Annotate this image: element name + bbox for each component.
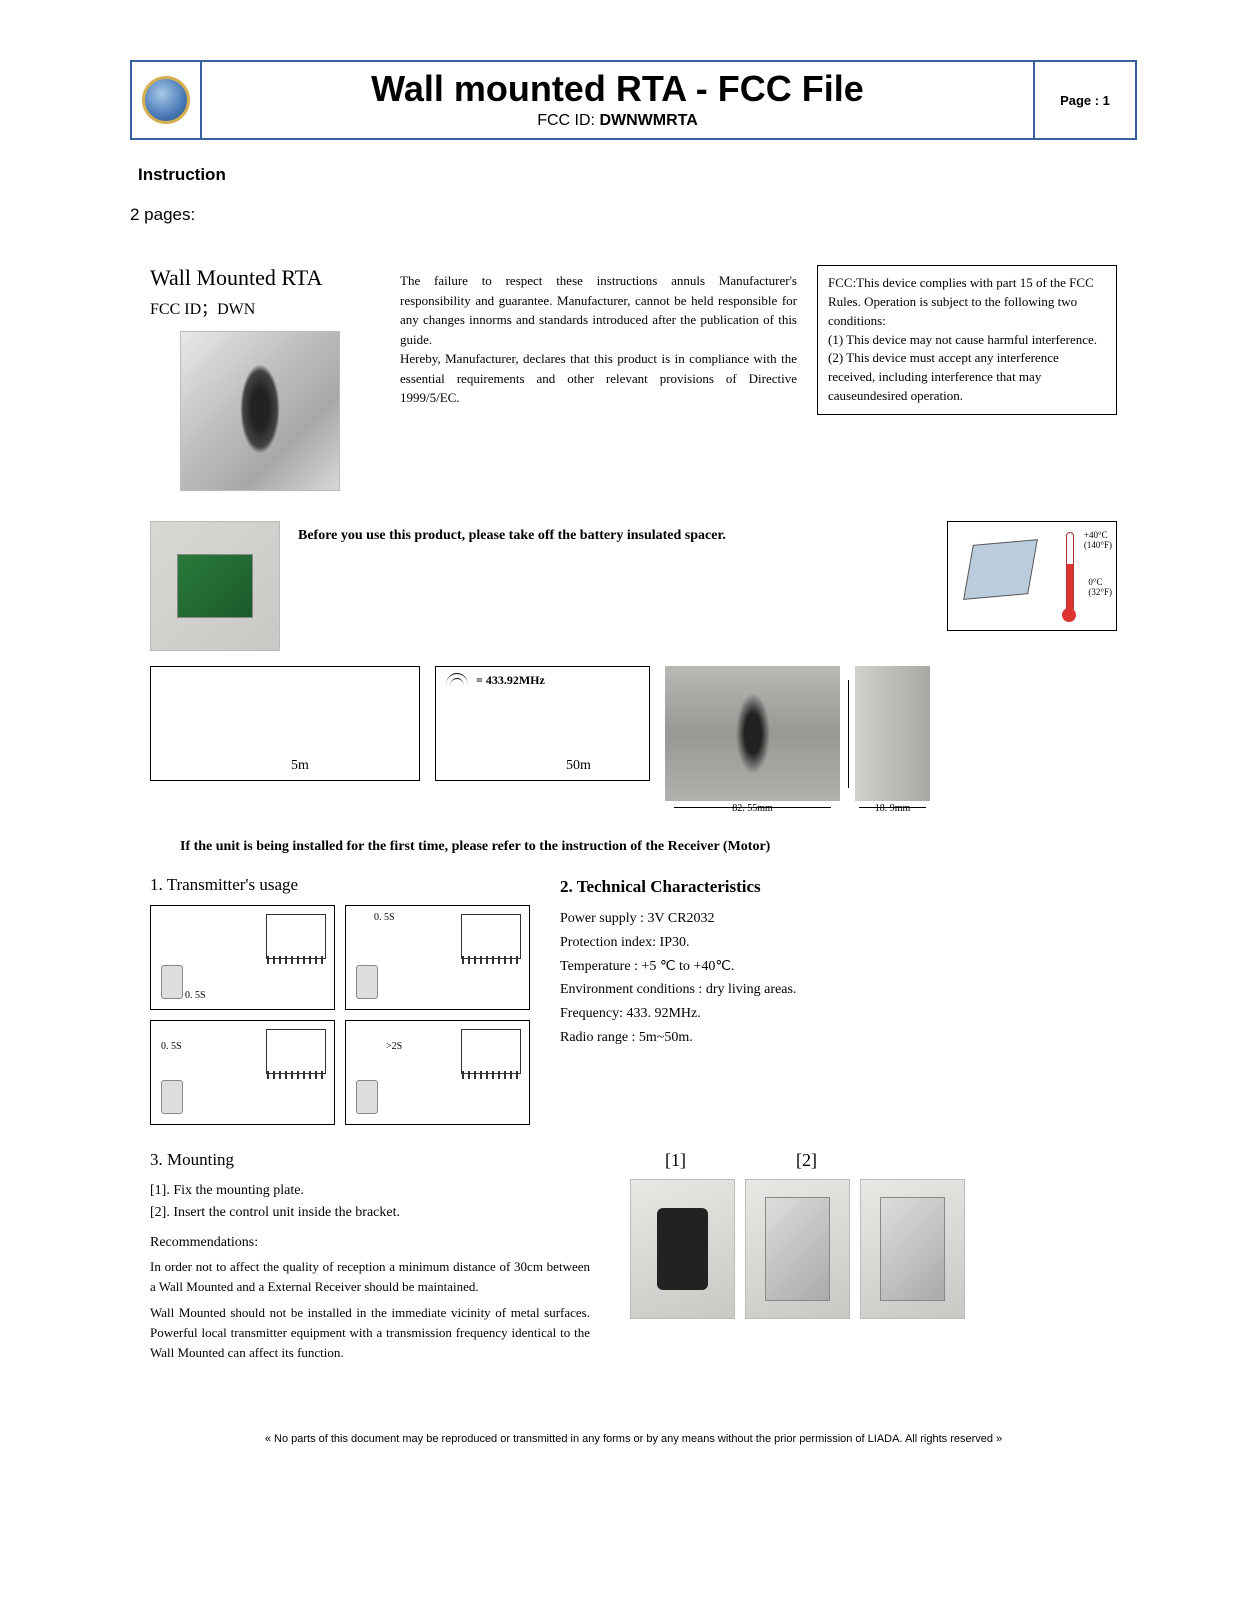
mount-insert-image-1 (745, 1179, 850, 1319)
mount-image-row (630, 1179, 1117, 1319)
product-name: Wall Mounted RTA (150, 265, 380, 291)
fcc-prefix: FCC ID: (537, 112, 599, 129)
mount-label-2: [2] (796, 1150, 817, 1171)
front-view-diagram (665, 666, 840, 801)
fcc-id-line: FCC ID: DWNWMRTA (202, 112, 1033, 130)
mount-steps: [1]. Fix the mounting plate. [2]. Insert… (150, 1180, 590, 1225)
tech-line: Radio range : 5m~50m. (560, 1026, 1117, 1050)
outdoor-range-diagram: = 433.92MHz 50m (435, 666, 650, 781)
indoor-range-diagram: 5m (150, 666, 420, 781)
mount-label-1: [1] (665, 1150, 686, 1171)
frequency-label: = 433.92MHz (476, 673, 545, 688)
instruction-heading: Instruction (138, 165, 1137, 185)
first-install-note: If the unit is being installed for the f… (180, 839, 1097, 855)
tech-list: Power supply : 3V CR2032 Protection inde… (560, 907, 1117, 1050)
usage-tech-row: 1. Transmitter's usage 0. 5S 0. 5S 0. 5S… (150, 875, 1117, 1125)
mount-step-2: [2]. Insert the control unit inside the … (150, 1202, 590, 1224)
header-bar: Wall mounted RTA - FCC File FCC ID: DWNW… (130, 60, 1137, 140)
transmitter-usage-section: 1. Transmitter's usage 0. 5S 0. 5S 0. 5S… (150, 875, 530, 1125)
product-photo (180, 331, 340, 491)
thermometer-icon (1066, 532, 1074, 612)
battery-spacer-note: Before you use this product, please take… (298, 521, 929, 546)
outdoor-distance: 50m (566, 758, 591, 774)
sec2-title: 2. Technical Characteristics (560, 877, 1117, 897)
pages-count: 2 pages: (130, 205, 1137, 225)
logo-cell (132, 62, 202, 138)
cube-icon (963, 539, 1038, 600)
mount-insert-image-2 (860, 1179, 965, 1319)
width-arrow-icon (674, 803, 832, 813)
page-number: Page : 1 (1035, 62, 1135, 138)
mounting-text: 3. Mounting [1]. Fix the mounting plate.… (150, 1150, 590, 1363)
height-arrow-icon (844, 680, 854, 788)
usage-tag-3: 0. 5S (161, 1041, 182, 1052)
fcc-id-value: DWNWMRTA (599, 112, 697, 129)
mount-labels: [1] [2] (630, 1150, 1117, 1171)
recommendations-heading: Recommendations: (150, 1235, 590, 1251)
side-view-diagram (855, 666, 930, 801)
usage-diagram-3: 0. 5S (150, 1020, 335, 1125)
indoor-distance: 5m (291, 758, 309, 774)
fcc-compliance-box: FCC:This device complies with part 15 of… (817, 265, 1117, 415)
mounting-images: [1] [2] (630, 1150, 1117, 1363)
mount-step-1: [1]. Fix the mounting plate. (150, 1180, 590, 1202)
temperature-diagram: +40°C (140°F) 0°C (32°F) (947, 521, 1117, 631)
usage-tag-2: 0. 5S (374, 912, 395, 923)
document-body: Wall Mounted RTA FCC ID；DWN The failure … (130, 265, 1137, 1363)
usage-grid: 0. 5S 0. 5S 0. 5S >2S (150, 905, 530, 1125)
pcb-photo (150, 521, 280, 651)
sec1-title: 1. Transmitter's usage (150, 875, 530, 895)
recommendation-1: In order not to affect the quality of re… (150, 1257, 590, 1297)
tech-line: Power supply : 3V CR2032 (560, 907, 1117, 931)
thermometer-bulb-icon (1062, 608, 1076, 622)
depth-arrow-icon (859, 803, 927, 813)
logo-icon (142, 76, 190, 124)
product-block: Wall Mounted RTA FCC ID；DWN (150, 265, 380, 491)
document-title: Wall mounted RTA - FCC File (202, 68, 1033, 110)
recommendation-2: Wall Mounted should not be installed in … (150, 1303, 590, 1363)
disclaimer-text: The failure to respect these instruction… (400, 265, 797, 408)
title-cell: Wall mounted RTA - FCC File FCC ID: DWNW… (202, 62, 1035, 138)
usage-diagram-4: >2S (345, 1020, 530, 1125)
usage-diagram-1: 0. 5S (150, 905, 335, 1010)
temp-low-label: 0°C (32°F) (1088, 577, 1112, 597)
tech-line: Protection index: IP30. (560, 931, 1117, 955)
usage-tag-1: 0. 5S (185, 990, 206, 1001)
signal-icon (446, 673, 468, 689)
usage-tag-4: >2S (386, 1041, 402, 1052)
range-row: 5m = 433.92MHz 50m 82. 55mm 18. 9mm (150, 666, 1117, 814)
side-dimension-block: 18. 9mm (855, 666, 930, 814)
tech-line: Frequency: 433. 92MHz. (560, 1002, 1117, 1026)
footer-copyright: « No parts of this document may be repro… (130, 1433, 1137, 1445)
mount-plate-image (630, 1179, 735, 1319)
sec3-title: 3. Mounting (150, 1150, 590, 1170)
temp-high-label: +40°C (140°F) (1084, 530, 1112, 550)
technical-characteristics-section: 2. Technical Characteristics Power suppl… (560, 875, 1117, 1125)
intro-row: Wall Mounted RTA FCC ID；DWN The failure … (150, 265, 1117, 491)
mounting-row: 3. Mounting [1]. Fix the mounting plate.… (150, 1150, 1117, 1363)
tech-line: Temperature : +5 ℃ to +40℃. (560, 955, 1117, 979)
battery-row: Before you use this product, please take… (150, 521, 1117, 651)
tech-line: Environment conditions : dry living area… (560, 978, 1117, 1002)
product-fccid: FCC ID；DWN (150, 295, 380, 319)
front-dimension-block: 82. 55mm (665, 666, 840, 814)
usage-diagram-2: 0. 5S (345, 905, 530, 1010)
